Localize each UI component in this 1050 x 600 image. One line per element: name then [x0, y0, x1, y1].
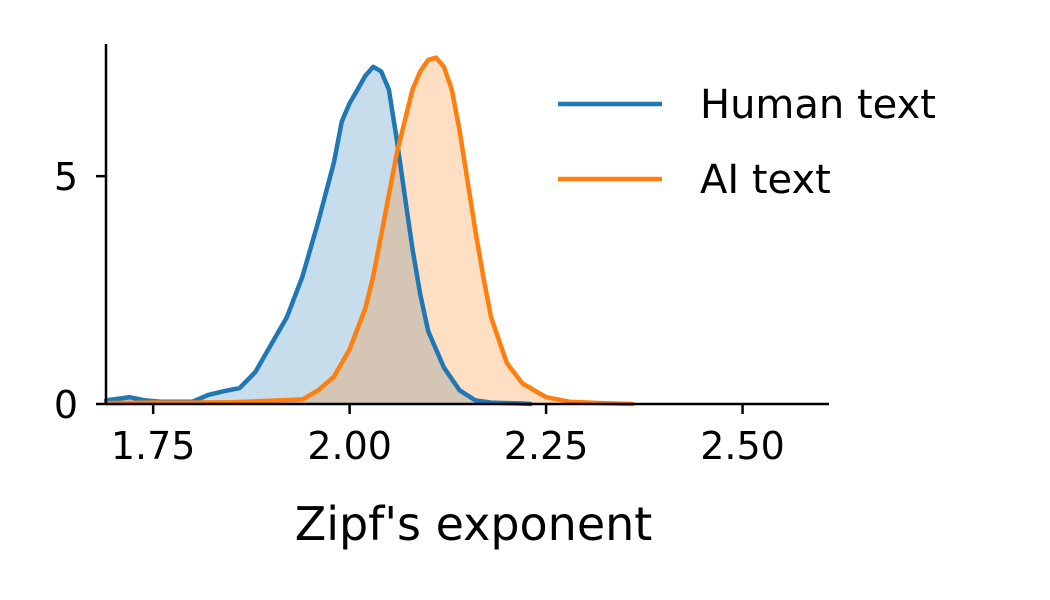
ai-text-density-line — [103, 55, 635, 407]
ai-text-legend-label: AI text — [700, 157, 831, 203]
x-tick-label: 2.50 — [700, 424, 785, 468]
legend: Human text AI text — [558, 82, 936, 203]
density-lines — [103, 55, 635, 407]
x-axis-label: Zipf's exponent — [295, 497, 653, 551]
y-tick-label: 5 — [54, 155, 78, 199]
y-tick-label: 0 — [54, 383, 78, 427]
ai-text-density-fill — [106, 57, 633, 404]
x-tick-label: 1.75 — [111, 424, 196, 468]
human-text-legend-label: Human text — [700, 82, 936, 128]
x-tick-label: 2.00 — [307, 424, 392, 468]
x-tick-label: 2.25 — [504, 424, 589, 468]
axes: 1.75 2.00 2.25 2.50 0 5 Zipf's exponent — [54, 44, 829, 551]
density-fills — [106, 57, 633, 405]
